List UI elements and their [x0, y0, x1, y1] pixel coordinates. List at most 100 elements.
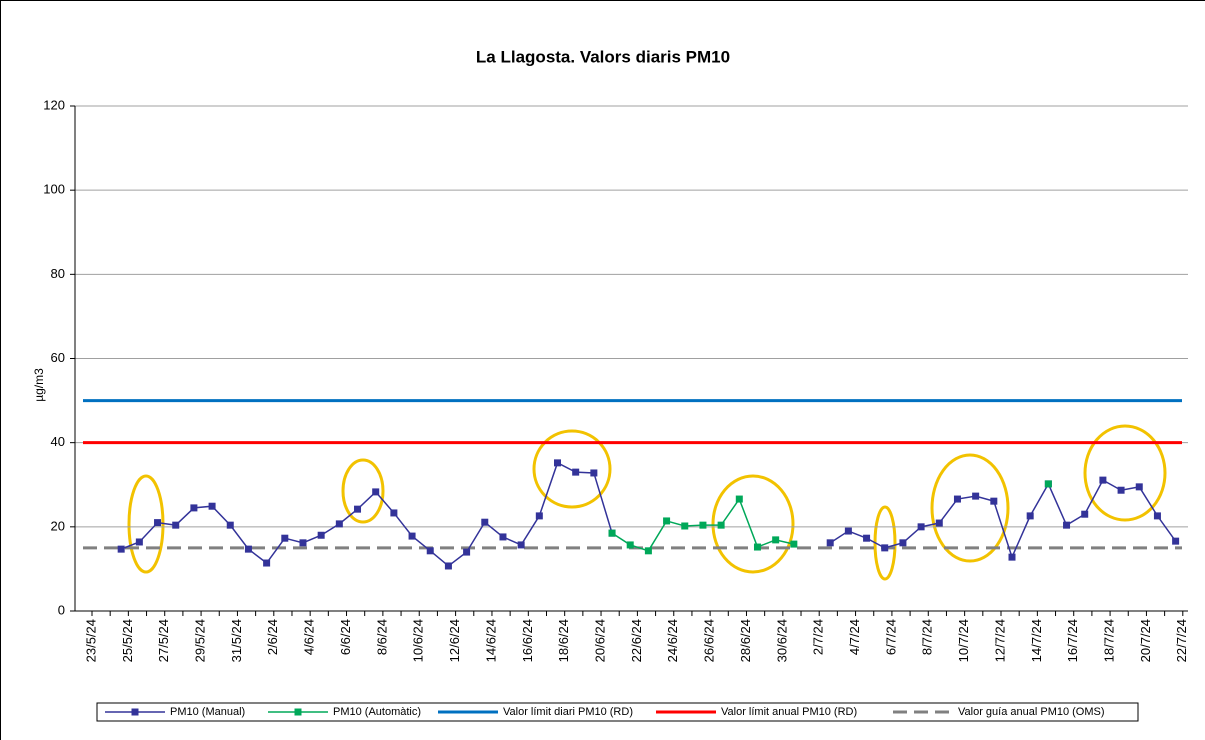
x-tick-label: 22/7/24 — [1174, 619, 1189, 662]
highlight — [532, 429, 612, 509]
x-tick-label: 6/7/24 — [883, 619, 898, 655]
y-tick-label: 60 — [51, 350, 65, 365]
x-tick-label: 12/6/24 — [447, 619, 462, 662]
marker — [681, 522, 689, 530]
marker — [772, 536, 780, 544]
marker — [899, 539, 907, 547]
marker — [281, 534, 289, 542]
x-tick-label: 6/6/24 — [338, 619, 353, 655]
marker — [1135, 483, 1143, 491]
x-tick-label: 4/7/24 — [847, 619, 862, 655]
x-tick-label: 14/7/24 — [1029, 619, 1044, 662]
marker — [299, 539, 307, 547]
marker — [481, 518, 489, 526]
legend-label: PM10 (Automàtic) — [333, 706, 421, 718]
highlight — [1083, 424, 1167, 522]
marker — [172, 521, 180, 529]
marker — [554, 459, 561, 467]
x-tick-label: 4/6/24 — [302, 619, 317, 655]
x-tick-label: 29/5/24 — [193, 619, 208, 662]
x-tick-label: 22/6/24 — [629, 619, 644, 662]
marker — [154, 519, 162, 527]
legend-marker — [294, 708, 302, 716]
highlight — [930, 453, 1010, 563]
x-tick-label: 2/6/24 — [265, 619, 280, 655]
marker — [663, 517, 671, 525]
marker — [1153, 512, 1161, 520]
y-tick-label: 100 — [43, 182, 65, 197]
marker — [535, 512, 543, 520]
y-tick-label: 0 — [58, 602, 65, 617]
marker — [790, 540, 798, 548]
legend-label: PM10 (Manual) — [170, 706, 245, 718]
marker — [117, 545, 125, 553]
legend-label: Valor guía anual PM10 (OMS) — [958, 706, 1105, 718]
x-tick-label: 27/5/24 — [156, 619, 171, 662]
marker — [390, 509, 398, 517]
marker — [953, 495, 961, 503]
marker — [335, 520, 343, 528]
marker — [1172, 537, 1180, 545]
x-tick-label: 16/7/24 — [1065, 619, 1080, 662]
legend-label: Valor límit anual PM10 (RD) — [721, 706, 857, 718]
marker — [354, 505, 362, 513]
marker — [499, 533, 507, 541]
marker — [917, 523, 925, 531]
marker — [972, 492, 980, 500]
marker — [735, 495, 743, 503]
marker — [226, 521, 234, 529]
marker — [1099, 476, 1107, 484]
marker — [408, 532, 416, 540]
marker — [935, 519, 943, 527]
marker — [590, 469, 598, 477]
x-tick-label: 16/6/24 — [520, 619, 535, 662]
marker — [626, 541, 634, 549]
y-axis-label: µg/m3 — [32, 368, 46, 402]
x-tick-label: 31/5/24 — [229, 619, 244, 662]
marker — [863, 534, 871, 542]
legend-label: Valor límit diari PM10 (RD) — [503, 706, 633, 718]
marker — [1026, 512, 1034, 520]
x-tick-label: 18/7/24 — [1102, 619, 1117, 662]
marker — [753, 543, 761, 551]
marker — [1081, 510, 1089, 518]
x-tick-label: 14/6/24 — [483, 619, 498, 662]
marker — [1044, 480, 1052, 488]
x-tick-label: 2/7/24 — [811, 619, 826, 655]
x-tick-label: 24/6/24 — [665, 619, 680, 662]
marker — [1008, 553, 1016, 561]
marker — [1117, 486, 1125, 494]
x-tick-label: 20/7/24 — [1138, 619, 1153, 662]
marker — [444, 562, 452, 570]
marker — [881, 544, 889, 552]
x-tick-label: 10/6/24 — [411, 619, 426, 662]
marker — [990, 497, 998, 505]
x-tick-label: 23/5/24 — [83, 619, 98, 662]
marker — [263, 559, 271, 567]
x-tick-label: 8/7/24 — [920, 619, 935, 655]
marker — [463, 548, 471, 556]
x-tick-label: 20/6/24 — [592, 619, 607, 662]
y-tick-label: 20 — [51, 518, 65, 533]
marker — [208, 502, 216, 510]
x-tick-label: 28/6/24 — [738, 619, 753, 662]
marker — [608, 529, 616, 537]
marker — [317, 531, 325, 539]
marker — [699, 521, 707, 529]
marker — [826, 539, 834, 547]
y-tick-label: 120 — [43, 97, 65, 112]
x-tick-label: 18/6/24 — [556, 619, 571, 662]
marker — [135, 538, 143, 546]
annotations — [127, 424, 1167, 581]
marker — [572, 468, 580, 476]
marker — [372, 488, 380, 496]
x-tick-label: 10/7/24 — [956, 619, 971, 662]
x-tick-label: 12/7/24 — [992, 619, 1007, 662]
chart-title: La Llagosta. Valors diaris PM10 — [476, 47, 730, 66]
marker — [717, 521, 725, 529]
marker — [1063, 521, 1071, 529]
highlight — [341, 458, 385, 524]
marker — [244, 545, 252, 553]
x-tick-label: 30/6/24 — [774, 619, 789, 662]
